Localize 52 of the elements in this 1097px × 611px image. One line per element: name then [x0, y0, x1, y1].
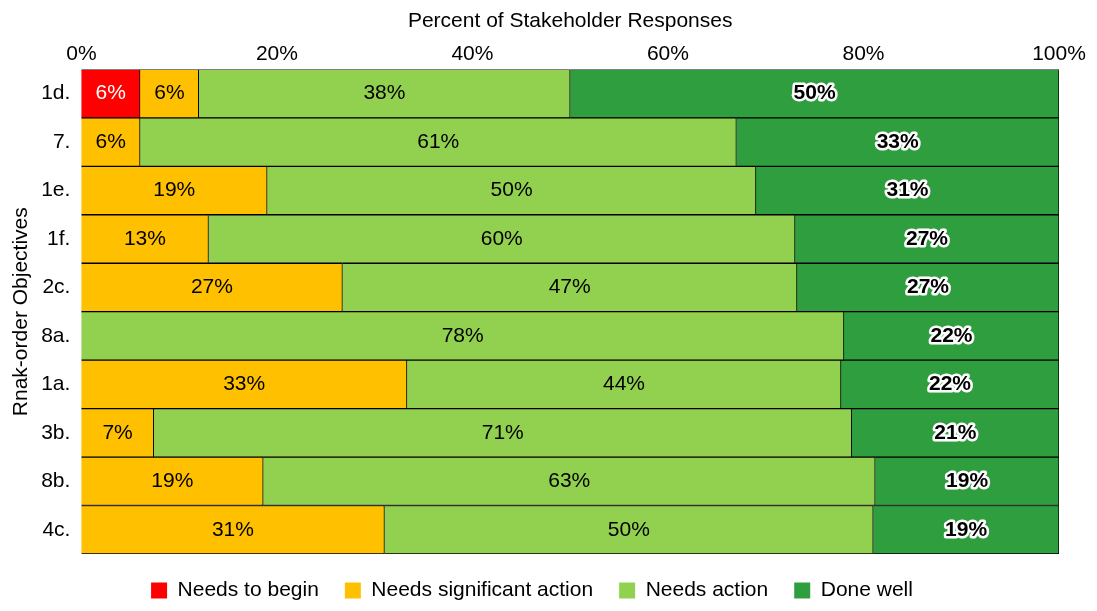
- y-tick-label: 1e.: [41, 177, 71, 201]
- legend-label: Needs to begin: [177, 577, 319, 601]
- y-tick-label: 1f.: [47, 225, 71, 249]
- y-tick-label: 8a.: [41, 322, 71, 346]
- data-label: 21%: [934, 419, 977, 443]
- data-label: 19%: [151, 468, 194, 492]
- data-label: 27%: [906, 225, 949, 249]
- y-tick-label: 1d.: [41, 80, 71, 104]
- data-label: 22%: [928, 371, 972, 395]
- data-label: 31%: [886, 177, 929, 201]
- x-tick-label: 60%: [646, 40, 689, 64]
- data-label: 19%: [945, 516, 988, 540]
- y-tick-label: 1a.: [41, 371, 71, 395]
- data-label: 27%: [190, 274, 233, 298]
- legend-label: Done well: [820, 577, 913, 601]
- data-label: 6%: [154, 80, 185, 104]
- data-label: 19%: [946, 468, 989, 492]
- data-label: 27%: [906, 274, 950, 298]
- data-label: 44%: [602, 371, 645, 395]
- x-tick-label: 40%: [451, 40, 494, 64]
- data-label: 22%: [930, 322, 973, 346]
- y-axis-title: Rnak-order Objectives: [8, 207, 32, 417]
- data-label: 63%: [548, 468, 591, 492]
- data-label: 33%: [223, 371, 266, 395]
- x-axis-title: Percent of Stakeholder Responses: [407, 8, 733, 32]
- data-label: 71%: [481, 419, 524, 443]
- y-tick-label: 3b.: [41, 419, 71, 443]
- data-label: 50%: [607, 516, 650, 540]
- data-label: 13%: [123, 225, 166, 249]
- y-tick-label: 7.: [52, 128, 71, 152]
- data-label: 61%: [417, 128, 460, 152]
- data-label: 7%: [102, 419, 133, 443]
- y-tick-label: 2c.: [42, 274, 71, 298]
- data-label: 47%: [548, 274, 591, 298]
- y-tick-label: 8b.: [41, 468, 71, 492]
- data-label: 19%: [153, 177, 196, 201]
- y-tick-label: 4c.: [42, 516, 71, 540]
- data-label: 60%: [480, 225, 523, 249]
- data-label: 50%: [793, 80, 836, 104]
- data-label: 6%: [95, 80, 126, 104]
- x-tick-label: 20%: [255, 40, 298, 64]
- x-tick-label: 80%: [842, 40, 885, 64]
- x-tick-label: 0%: [66, 40, 97, 64]
- legend-label: Needs significant action: [371, 577, 594, 601]
- data-label: 78%: [441, 322, 484, 346]
- data-label: 31%: [211, 516, 254, 540]
- x-tick-label: 100%: [1032, 40, 1086, 64]
- data-label: 33%: [876, 128, 920, 152]
- data-label: 6%: [95, 128, 126, 152]
- data-label: 38%: [363, 80, 406, 104]
- legend-label: Needs action: [645, 577, 769, 601]
- data-label: 50%: [490, 177, 533, 201]
